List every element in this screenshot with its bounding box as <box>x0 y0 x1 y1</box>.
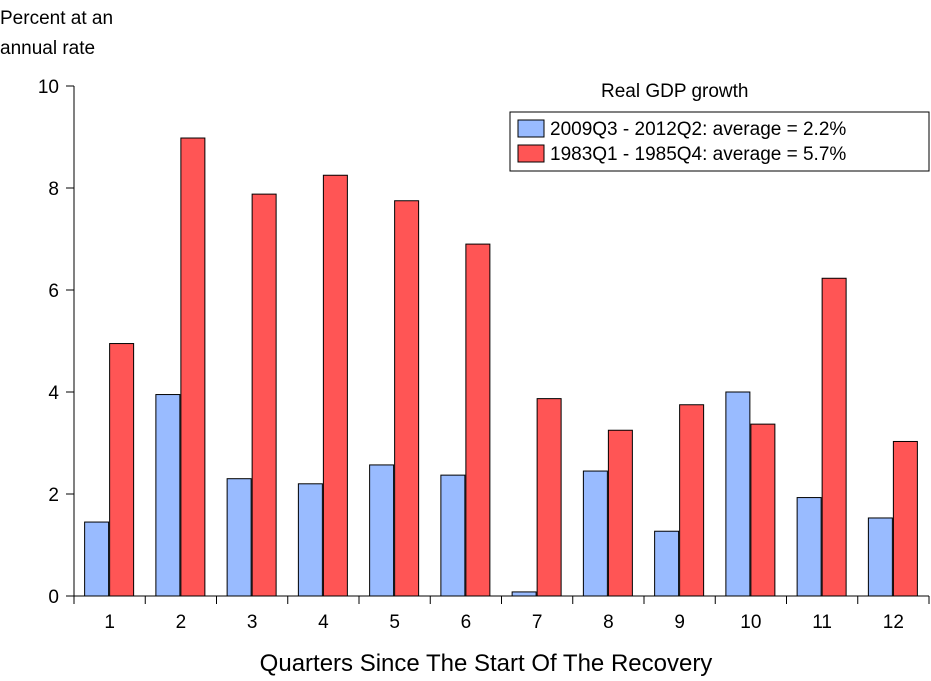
x-axis-title: Quarters Since The Start Of The Recovery <box>260 650 713 677</box>
bar-2009-q5 <box>369 464 395 597</box>
bar-1983-q5 <box>394 200 420 597</box>
x-tick-label: 5 <box>389 612 400 633</box>
x-tick-label: 6 <box>461 612 472 633</box>
y-tick-label: 0 <box>48 587 59 608</box>
y-axis-label-line-2: annual rate <box>0 38 95 59</box>
bar-2009-q10 <box>725 391 751 597</box>
x-tick-label: 9 <box>674 612 685 633</box>
bar-2009-q8 <box>582 470 608 597</box>
legend-swatch-1983 <box>517 144 545 163</box>
bar-1983-q12 <box>892 440 918 597</box>
legend-label-2009: 2009Q3 - 2012Q2: average = 2.2% <box>550 119 846 140</box>
x-tick-label: 11 <box>812 612 832 633</box>
legend-box <box>509 111 930 172</box>
y-tick-label: 2 <box>48 485 59 506</box>
bar-1983-q10 <box>750 423 776 597</box>
bar-1983-q6 <box>465 243 491 597</box>
bar-1983-q4 <box>322 174 348 597</box>
bar-1983-q2 <box>180 137 206 597</box>
x-tick-label: 3 <box>247 612 258 633</box>
y-tick-label: 8 <box>48 179 59 200</box>
legend: Real GDP growth 2009Q3 - 2012Q2: average… <box>509 81 930 172</box>
bar-2009-q6 <box>440 474 466 597</box>
bar-1983-q3 <box>251 193 277 597</box>
bar-1983-q7 <box>536 398 562 597</box>
x-tick-label: 10 <box>740 612 761 633</box>
bar-2009-q12 <box>867 517 893 597</box>
bar-1983-q9 <box>679 404 705 597</box>
bar-2009-q9 <box>654 530 680 597</box>
y-tick-label: 4 <box>48 383 59 404</box>
x-tick-label: 8 <box>603 612 614 633</box>
x-tick-label: 4 <box>318 612 329 633</box>
bar-1983-q1 <box>109 343 135 597</box>
y-tick-label: 10 <box>38 77 59 98</box>
bar-2009-q4 <box>297 483 323 597</box>
bar-2009-q3 <box>226 478 252 597</box>
y-axis-label-line-1: Percent at an <box>0 8 113 29</box>
x-tick-label: 7 <box>532 612 543 633</box>
bar-2009-q1 <box>84 521 110 597</box>
bar-2009-q7 <box>511 591 537 597</box>
legend-title: Real GDP growth <box>601 81 749 102</box>
x-tick-label: 12 <box>883 612 904 633</box>
x-tick-label: 2 <box>176 612 187 633</box>
legend-swatch-2009 <box>517 119 545 138</box>
x-tick-label: 1 <box>104 612 115 633</box>
bar-1983-q8 <box>607 429 633 597</box>
y-tick-label: 6 <box>48 281 59 302</box>
bar-1983-q11 <box>821 277 847 597</box>
legend-label-1983: 1983Q1 - 1985Q4: average = 5.7% <box>550 144 846 165</box>
bar-2009-q11 <box>796 497 822 597</box>
bar-2009-q2 <box>155 394 181 597</box>
